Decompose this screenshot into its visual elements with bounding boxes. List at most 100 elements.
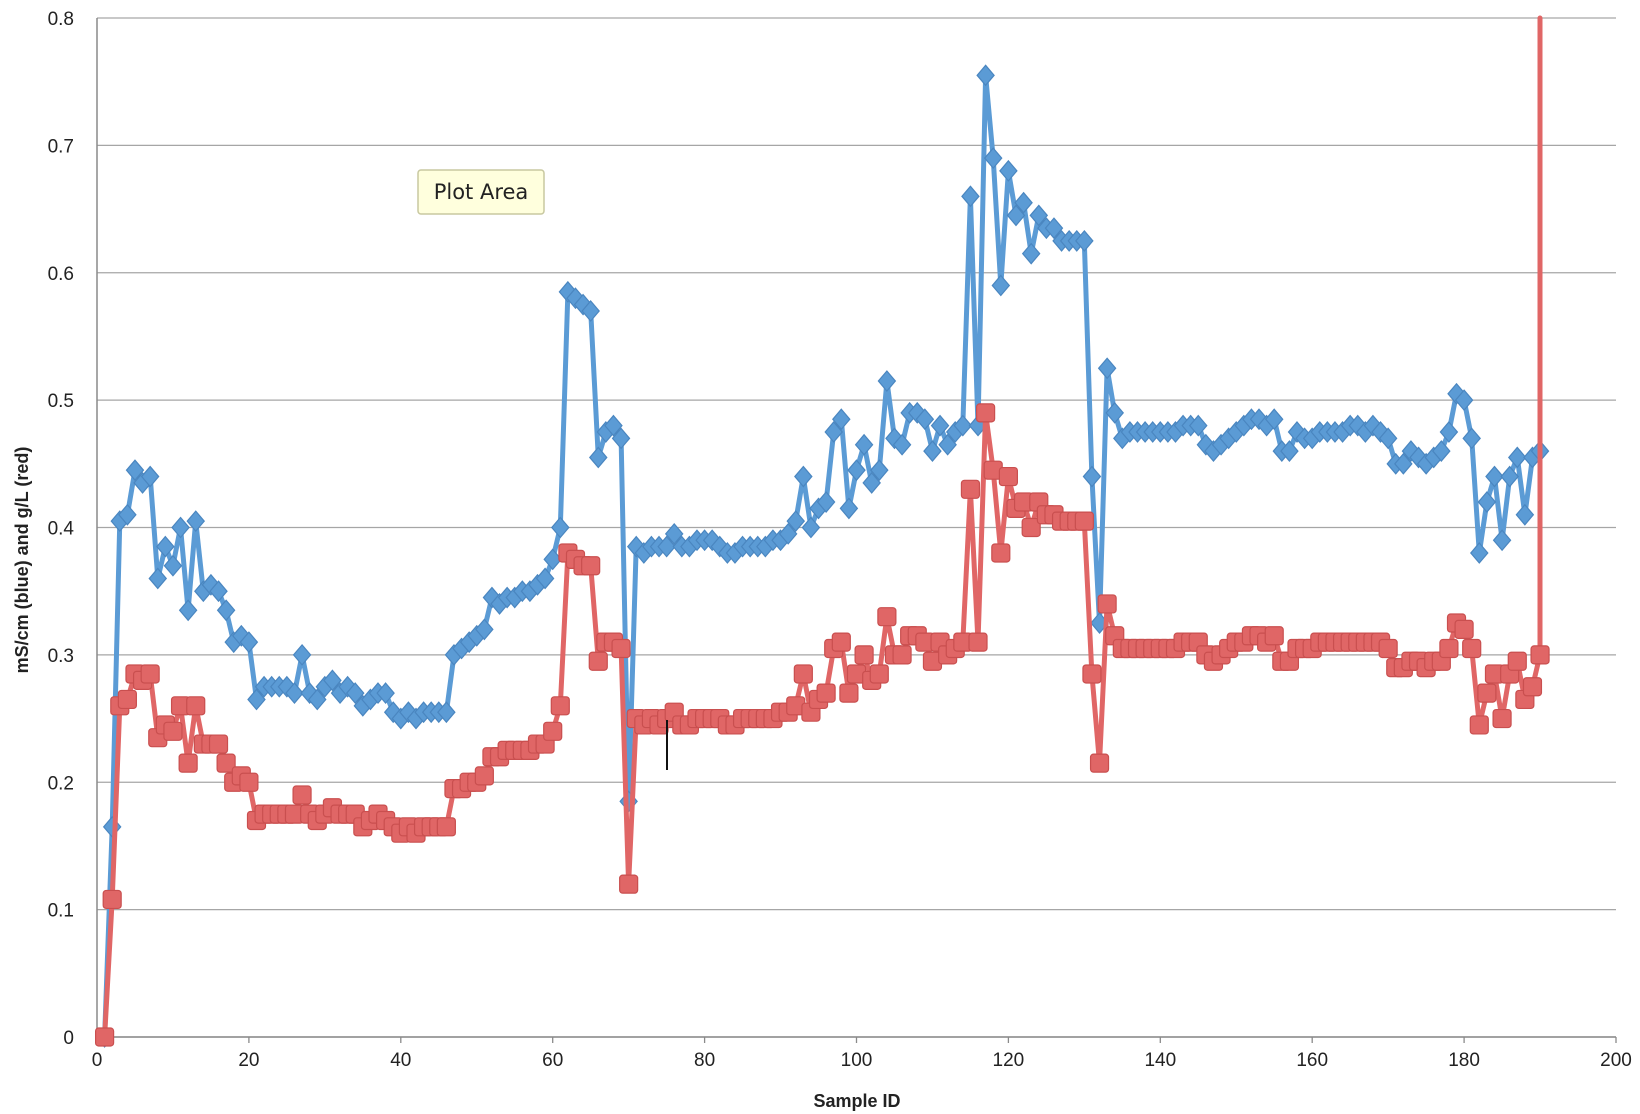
- series-1-point: [1105, 401, 1125, 424]
- series-1-point: [1006, 204, 1026, 227]
- series-1-point: [292, 643, 312, 666]
- series-1-point: [581, 300, 600, 322]
- series-2-point: [216, 753, 236, 773]
- x-axis-tick-labels: 0 20 40 60 80 100 120 140 160 180 200: [92, 1037, 1632, 1071]
- series-1-point: [801, 516, 821, 539]
- series-1-point: [664, 522, 684, 545]
- series-2-point: [1492, 708, 1512, 729]
- series-2-point: [163, 721, 183, 741]
- series-1-point: [915, 408, 935, 431]
- series-1-point: [794, 465, 813, 488]
- series-1-point: [588, 446, 608, 469]
- series-1-point: [1188, 414, 1208, 437]
- y-tick-label-6: 0.6: [48, 264, 74, 285]
- x-axis-label: Sample ID: [813, 1091, 900, 1111]
- y-tick-label-8: 0.8: [48, 9, 74, 30]
- series-1-point: [1485, 465, 1504, 488]
- series-2-point: [793, 664, 813, 684]
- x-tick-label-2: 40: [390, 1050, 411, 1071]
- series-2-point: [1089, 753, 1110, 773]
- series-1-point: [1432, 440, 1451, 463]
- x-tick-label-6: 120: [993, 1050, 1025, 1071]
- y-axis-label: mS/cm (blue) and g/L (red): [12, 447, 32, 674]
- y-tick-label-4: 0.4: [48, 519, 75, 540]
- series-1-point: [1264, 408, 1284, 431]
- series-1-point: [1454, 389, 1474, 412]
- series-2-point: [1074, 511, 1094, 531]
- series-2-point: [102, 889, 122, 910]
- series-2-point: [619, 874, 639, 894]
- series-1-point: [824, 421, 844, 443]
- series-1-point: [1044, 217, 1064, 240]
- series-1-point: [832, 408, 851, 431]
- series-1-point: [285, 682, 304, 705]
- tooltip-text: Plot Area: [434, 180, 529, 204]
- series-1-point: [1492, 529, 1512, 552]
- x-tick-label-8: 160: [1296, 1050, 1328, 1071]
- series-2-point: [831, 632, 851, 652]
- x-tick-label-3: 60: [542, 1050, 563, 1071]
- series-1-point: [535, 567, 555, 590]
- series-1-point: [862, 471, 881, 494]
- series-1-point: [1439, 421, 1459, 443]
- series-1-point: [345, 682, 365, 705]
- series-2-point: [816, 683, 836, 703]
- series-2-point: [1530, 645, 1550, 665]
- series-2-point: [1378, 638, 1398, 659]
- series-1-point: [923, 440, 942, 463]
- series-2-point: [1439, 638, 1459, 659]
- series-1-point: [148, 567, 168, 590]
- series-1-markers: [95, 64, 1550, 1048]
- series-1-point: [976, 64, 995, 87]
- series-2-point: [877, 607, 897, 627]
- series-1-point: [877, 370, 897, 392]
- series-1-point: [156, 535, 175, 558]
- series-1-point: [216, 599, 236, 622]
- series-1-point: [839, 497, 859, 520]
- series-1-point: [1462, 427, 1481, 450]
- series-1-line: [102, 72, 1543, 1040]
- y-tick-label-5: 0.5: [48, 391, 74, 412]
- series-2: [94, 15, 1550, 1047]
- series-2-point: [1264, 626, 1284, 646]
- series-2-point: [976, 403, 996, 423]
- series-1-point: [786, 510, 806, 533]
- x-tick-label-10: 200: [1600, 1050, 1632, 1071]
- series-2-point: [239, 772, 259, 792]
- series-2-point: [1507, 651, 1527, 671]
- series-1-point: [1394, 452, 1413, 475]
- data-series: [94, 15, 1550, 1048]
- series-1-point: [1470, 542, 1489, 564]
- series-1-point: [171, 516, 190, 539]
- series-1-point: [983, 147, 1003, 170]
- series-2-markers: [94, 403, 1550, 1047]
- series-2-point: [543, 721, 563, 741]
- series-1-point: [604, 414, 623, 437]
- series-1-point: [1021, 242, 1041, 265]
- series-2-point: [968, 632, 988, 652]
- series-1-point: [437, 701, 456, 724]
- series-2-point: [117, 689, 137, 710]
- series-1-point: [323, 669, 342, 692]
- series-1-point: [551, 516, 570, 539]
- series-1-point: [178, 599, 198, 622]
- y-axis-tick-labels: 0 0.1 0.2 0.3 0.4 0.5 0.6 0.7 0.8: [48, 9, 75, 1049]
- series-2-point: [178, 753, 198, 773]
- x-tick-label-9: 180: [1448, 1050, 1480, 1071]
- series-1-point: [816, 491, 836, 513]
- series-2-point: [1522, 677, 1543, 697]
- series-1-point: [892, 433, 912, 456]
- series-1: [95, 64, 1550, 1048]
- series-2-point: [1082, 664, 1102, 684]
- series-1-point: [1500, 465, 1519, 488]
- series-1-point: [125, 459, 145, 482]
- series-2-point: [140, 664, 160, 684]
- series-2-point: [581, 556, 601, 576]
- series-2-point: [1477, 683, 1497, 703]
- x-tick-label-5: 100: [841, 1050, 873, 1071]
- series-2-point: [436, 817, 456, 837]
- series-2-point: [1462, 638, 1482, 659]
- x-tick-label-0: 0: [92, 1050, 103, 1071]
- series-2-point: [991, 543, 1011, 563]
